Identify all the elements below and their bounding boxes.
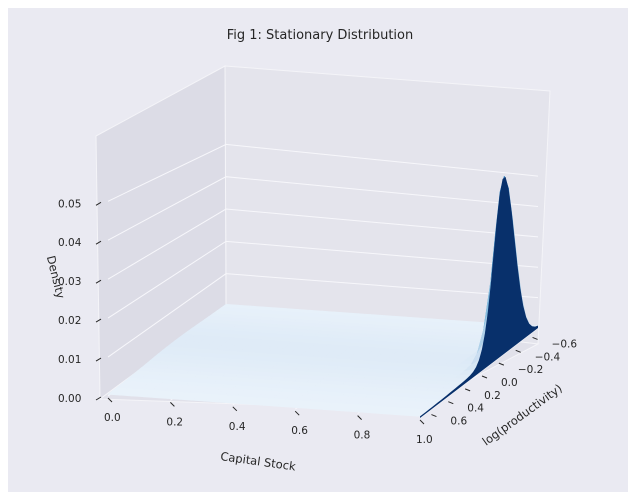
x-tick-label: 0.6 <box>291 425 308 437</box>
z-tick-label: 0.00 <box>58 393 81 405</box>
y-tick-label: 0.6 <box>450 416 467 428</box>
y-tick-mark <box>431 414 437 418</box>
wall-grid-z <box>107 176 539 241</box>
z-tick-label: 0.05 <box>58 198 81 210</box>
x-tick-label: 0.0 <box>104 412 121 424</box>
wall-grid-z <box>107 273 539 358</box>
wall-grid-z <box>107 143 539 202</box>
x-tick-mark <box>232 406 238 412</box>
y-tick-label: 0.4 <box>467 403 484 415</box>
y-tick-mark <box>448 401 454 405</box>
x-axis-label: Capital Stock <box>220 449 297 473</box>
x-tick-mark <box>170 402 175 407</box>
z-tick-mark <box>95 279 102 284</box>
surface-patch <box>107 390 126 396</box>
z-tick-mark <box>95 201 102 206</box>
surface-plot: Fig 1: Stationary Distribution 0.0 0.2 0.4… <box>44 28 578 474</box>
x-tick-label: 0.4 <box>229 421 246 433</box>
figure-canvas: Fig 1: Stationary Distribution 0.0 0.2 0.4… <box>8 8 628 492</box>
chart-title: Fig 1: Stationary Distribution <box>227 28 414 43</box>
y-tick-mark <box>515 349 521 353</box>
y-tick-label: −0.4 <box>535 351 561 363</box>
wall-grid-z <box>107 240 539 319</box>
y-tick-mark <box>532 336 538 340</box>
density-surface <box>107 175 539 418</box>
x-tick-mark <box>357 415 362 420</box>
x-tick-mark <box>419 419 425 425</box>
x-tick-mark <box>294 410 300 416</box>
y-tick-mark <box>498 362 505 366</box>
y-tick-mark <box>481 375 488 379</box>
z-tick-mark <box>95 396 102 401</box>
wall-grid-z <box>107 208 539 280</box>
x-tick-label: 0.8 <box>354 430 371 442</box>
ridge-face <box>420 176 538 418</box>
x-tick-mark <box>107 397 113 403</box>
x-tick-label: 0.2 <box>166 416 183 428</box>
y-tick-label: 0.2 <box>484 390 501 402</box>
y-tick-label: −0.2 <box>518 364 544 376</box>
y-tick-label: −0.6 <box>552 338 578 350</box>
z-tick-label: 0.02 <box>58 315 81 327</box>
y-tick-label: 0.0 <box>501 377 518 389</box>
z-tick-label: 0.03 <box>58 276 81 288</box>
z-tick-label: 0.04 <box>58 237 82 249</box>
z-tick-mark <box>95 357 102 362</box>
z-tick-mark <box>95 240 102 245</box>
x-tick-label: 1.0 <box>416 434 433 446</box>
axis-ticks: 0.0 0.2 0.4 0.6 0.8 1.0−0.6−0.4−0.20.00.20.40… <box>58 198 577 446</box>
z-tick-mark <box>95 318 102 323</box>
y-tick-mark <box>464 388 471 392</box>
z-tick-label: 0.01 <box>58 354 81 366</box>
